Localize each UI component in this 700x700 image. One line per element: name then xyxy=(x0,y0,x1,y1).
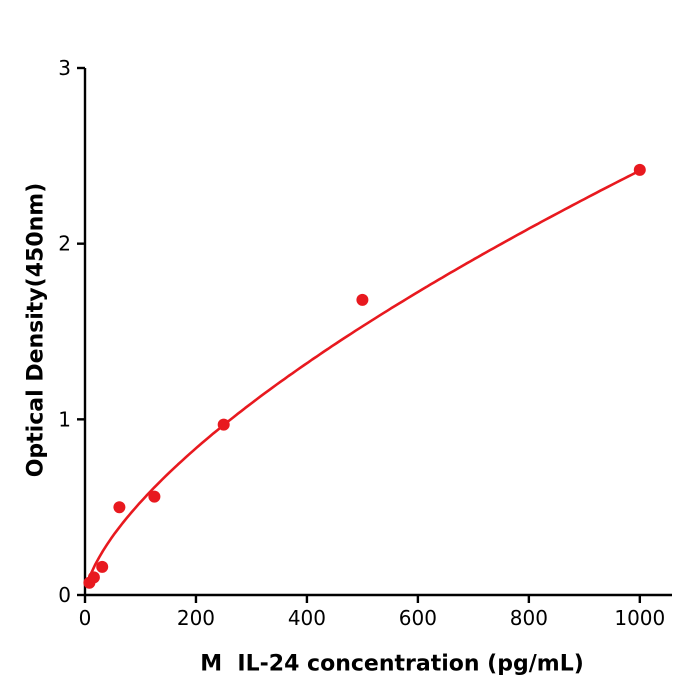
data-point xyxy=(113,501,126,514)
x-tick-label: 0 xyxy=(79,606,92,630)
data-point xyxy=(356,293,369,306)
x-tick-label: 1000 xyxy=(614,606,665,630)
x-tick-label: 600 xyxy=(399,606,437,630)
data-point xyxy=(633,163,646,176)
x-tick-label: 200 xyxy=(177,606,215,630)
y-axis-title: Optical Density(450nm) xyxy=(23,182,49,478)
y-tick-label: 3 xyxy=(58,56,71,80)
data-point xyxy=(217,418,230,431)
y-tick-label: 2 xyxy=(58,232,71,256)
x-axis-title: M IL-24 concentration (pg/mL) xyxy=(200,651,584,677)
data-point xyxy=(148,490,161,503)
y-tick-label: 1 xyxy=(58,407,71,431)
data-point xyxy=(96,560,109,573)
data-point xyxy=(87,571,100,584)
x-tick-label: 400 xyxy=(288,606,326,630)
fit-curve xyxy=(85,169,642,586)
y-tick-label: 0 xyxy=(58,583,71,607)
x-tick-label: 800 xyxy=(510,606,548,630)
